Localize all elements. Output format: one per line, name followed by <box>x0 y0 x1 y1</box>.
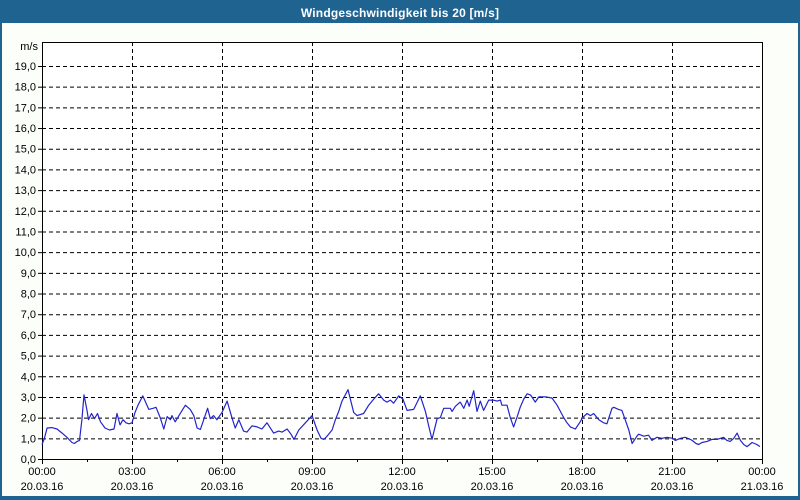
y-tick-label: 11,0 <box>15 226 36 238</box>
gridlines <box>42 42 762 459</box>
y-axis-unit-label: m/s <box>20 41 38 53</box>
y-tick-label: 2,0 <box>21 413 36 425</box>
y-axis: m/s 0,0 1,0 2,0 3,0 4,0 5,0 6,0 7,0 8,0 9,0 10,0 11,… <box>15 41 42 466</box>
x-tick-date-label: 20.03.16 <box>21 481 64 493</box>
y-tick-label: 6,0 <box>21 330 36 342</box>
x-tick-time-label: 03:00 <box>118 466 146 478</box>
x-tick-time-label: 18:00 <box>568 466 596 478</box>
y-tick-label: 1,0 <box>21 433 36 445</box>
y-tick-label: 5,0 <box>21 351 36 363</box>
x-tick-date-label: 20.03.16 <box>381 481 424 493</box>
y-tick-label: 10,0 <box>15 247 36 259</box>
y-tick-label: 3,0 <box>21 392 36 404</box>
y-tick-label: 0,0 <box>21 454 36 466</box>
y-tick-label: 4,0 <box>21 371 36 383</box>
x-tick-time-label: 00:00 <box>28 466 56 478</box>
y-tick-label: 18,0 <box>15 82 36 94</box>
y-tick-label: 7,0 <box>21 309 36 321</box>
x-tick-time-label: 15:00 <box>478 466 506 478</box>
y-tick-label: 13,0 <box>15 185 36 197</box>
x-tick-date-label: 20.03.16 <box>651 481 694 493</box>
plot-area <box>42 42 762 459</box>
x-tick-time-label: 09:00 <box>298 466 326 478</box>
chart-title: Windgeschwindigkeit bis 20 [m/s] <box>300 5 500 20</box>
x-tick-date-label: 20.03.16 <box>471 481 514 493</box>
wind-speed-line <box>41 389 761 448</box>
x-tick-date-label: 20.03.16 <box>561 481 604 493</box>
x-tick-date-label: 20.03.16 <box>291 481 334 493</box>
y-tick-label: 19,0 <box>15 61 36 73</box>
y-tick-label: 16,0 <box>15 123 36 135</box>
chart-title-bar: Windgeschwindigkeit bis 20 [m/s] <box>2 2 798 23</box>
y-tick-label: 15,0 <box>15 144 36 156</box>
x-tick-time-label: 21:00 <box>658 466 686 478</box>
y-tick-label: 17,0 <box>15 102 36 114</box>
y-tick-label: 12,0 <box>15 206 36 218</box>
x-tick-date-label: 20.03.16 <box>201 481 244 493</box>
x-tick-time-label: 00:00 <box>748 466 776 478</box>
y-tick-label: 8,0 <box>21 289 36 301</box>
x-tick-date-label: 21.03.16 <box>741 481 784 493</box>
x-tick-time-label: 06:00 <box>208 466 236 478</box>
x-axis: 00:00 20.03.16 03:00 20.03.16 06:00 20.03.16 0… <box>21 459 784 493</box>
x-tick-time-label: 12:00 <box>388 466 416 478</box>
x-tick-date-label: 20.03.16 <box>111 481 154 493</box>
y-tick-label: 9,0 <box>21 268 36 280</box>
y-tick-label: 14,0 <box>15 164 36 176</box>
